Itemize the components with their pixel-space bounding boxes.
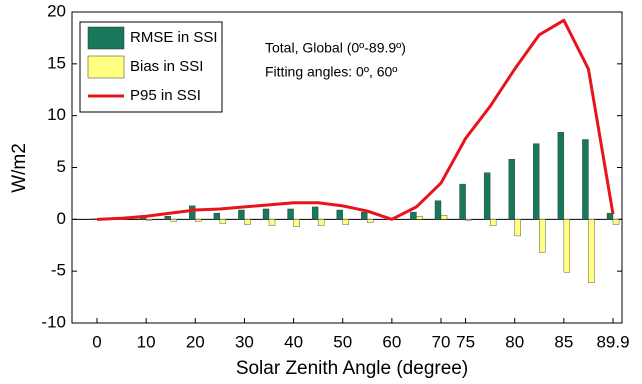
bar [465,219,472,221]
y-tick-label: 15 [47,53,66,72]
x-tick-label: 70 [432,332,451,351]
bar [145,219,153,221]
y-tick-label: -10 [41,312,66,331]
bar [434,200,442,220]
bar [361,211,368,220]
bar [483,172,491,220]
bar [508,159,515,220]
bar [410,211,417,220]
bar [213,212,221,220]
bar [164,216,171,220]
line [96,18,615,221]
bar [170,219,177,222]
bar [367,219,374,223]
x-tick-label: 80 [505,332,524,351]
bar [238,209,245,220]
x-tick-label: 20 [186,332,205,351]
x-tick-label: 50 [333,332,352,351]
bar [342,219,349,225]
legend-swatch [87,55,125,79]
bar [514,219,521,237]
y-tick-label: 0 [57,209,66,228]
x-tick-label: 85 [554,332,573,351]
bar [557,132,565,220]
x-tick-label: 30 [235,332,254,351]
bar [582,139,589,220]
bar [533,143,540,220]
y-tick-label: 5 [57,157,66,176]
bar [268,219,276,226]
bar [489,219,497,226]
y-tick-label: 20 [47,1,66,20]
bar [588,219,595,283]
bar [195,219,202,222]
annotation: Total, Global (0º-89.9º) [265,40,406,56]
x-tick-label: 89.9 [596,332,629,351]
bar [612,219,620,225]
legend-label: Bias in SSI [130,58,203,75]
y-tick-label: -5 [51,261,66,280]
bar [244,219,251,225]
x-axis-label: Solar Zenith Angle (degree) [236,358,468,379]
bar [189,205,196,220]
legend-label: P95 in SSI [130,87,201,104]
bar [293,219,300,227]
legend-swatch [87,26,125,50]
bar [606,212,614,220]
annotation: Fitting angles: 0º, 60º [265,64,397,80]
x-tick-label: 10 [137,332,156,351]
bar [416,216,423,220]
bar [563,219,571,273]
bar [287,208,294,220]
bar [336,209,343,220]
y-axis-label: W/m2 [9,143,30,193]
x-tick-label: 60 [382,332,401,351]
bar [539,219,546,253]
bar [440,214,448,220]
bar [90,218,98,220]
legend-label: RMSE in SSI [130,29,218,46]
bar [317,219,325,226]
x-tick-label: 40 [284,332,303,351]
y-tick-label: 10 [47,105,66,124]
x-tick-label: 75 [456,332,475,351]
bar [459,183,466,220]
bar [219,219,227,224]
bar [311,206,319,220]
x-tick-label: 0 [92,332,101,351]
bar [262,208,270,220]
